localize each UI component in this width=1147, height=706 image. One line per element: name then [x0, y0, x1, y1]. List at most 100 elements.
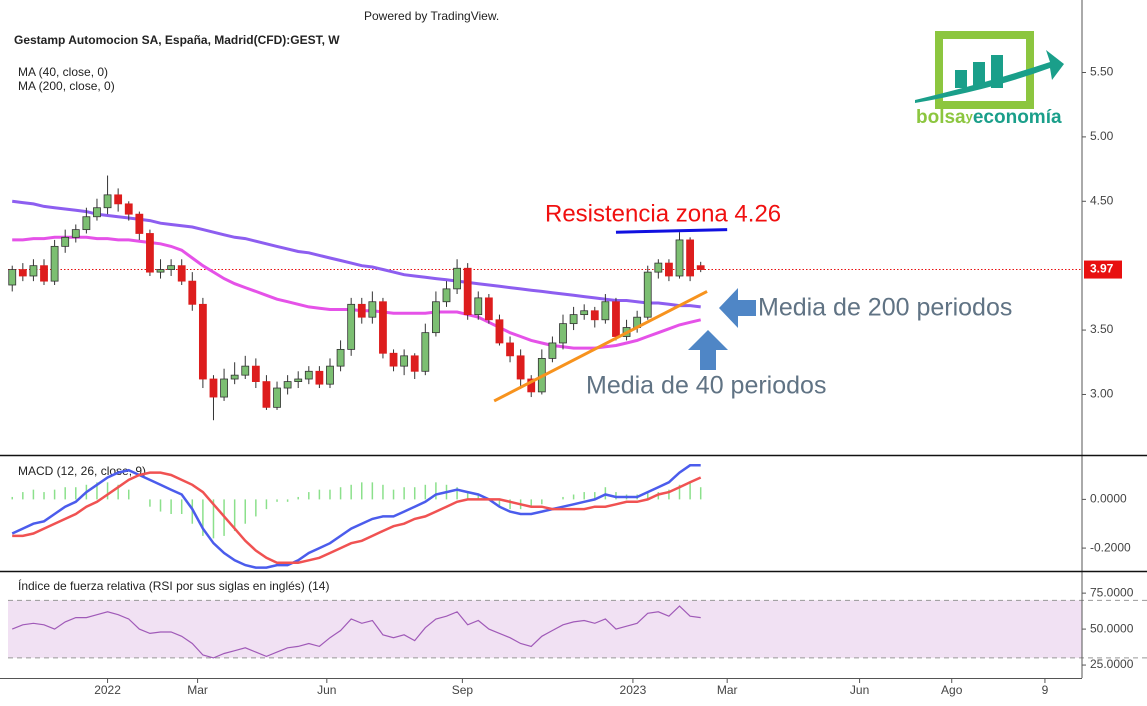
candle-body [18, 269, 27, 277]
y-tick-label: 5.00 [1090, 129, 1114, 143]
legend-entry: MA (40, close, 0) [18, 65, 108, 79]
last-price-label: 3.97 [1090, 262, 1114, 276]
series-line [12, 471, 702, 564]
candle-body [410, 355, 419, 372]
candle-body [696, 265, 705, 270]
candle-body [675, 239, 684, 277]
powered-by: Powered by TradingView. [364, 9, 499, 23]
x-tick-label: Jun [317, 683, 336, 697]
candle-body [220, 378, 228, 398]
y-tick-label: 3.00 [1090, 387, 1114, 401]
logo-arrow [915, 50, 1064, 103]
candle-body [188, 280, 197, 305]
panel-title: Índice de fuerza relativa (RSI por sus s… [18, 578, 329, 593]
logo-text: bolsayeconomía [916, 107, 1062, 128]
candle-body [135, 213, 144, 234]
arrow [719, 288, 756, 328]
candle-body [336, 348, 345, 367]
candle-body [389, 352, 398, 367]
y-tick-label: 4.50 [1090, 193, 1114, 207]
logo-word: economía [973, 107, 1062, 128]
logo-word: y [966, 109, 974, 124]
series-line [11, 464, 701, 569]
x-tick-label: Jun [850, 683, 869, 697]
candle-body [654, 262, 663, 273]
series-line [12, 199, 701, 309]
candle-body [590, 310, 599, 321]
candle-body [315, 370, 324, 385]
candle-body [273, 387, 281, 408]
logo-bar [973, 62, 985, 88]
annotation: Media de 200 periodos [758, 294, 1012, 322]
candle-body [61, 236, 70, 247]
y-tick-label: 75.0000 [1090, 585, 1134, 599]
candle-body [40, 265, 48, 282]
candle-body [114, 194, 123, 205]
y-tick-label: 5.50 [1090, 65, 1114, 79]
logo-word: bolsa [916, 107, 966, 128]
candle-body [304, 370, 313, 380]
candle-body [230, 374, 239, 380]
candle-body [326, 365, 334, 385]
candle-body [156, 269, 165, 273]
x-tick-label: Mar [187, 683, 208, 697]
candle-body [177, 265, 186, 282]
series-line [12, 235, 702, 350]
candle-body [198, 303, 207, 380]
y-tick-label: 50.0000 [1090, 621, 1134, 635]
candle-body [146, 233, 154, 273]
candle-body [601, 301, 610, 321]
resistance-line [615, 228, 728, 234]
candle-body [294, 378, 303, 382]
logo: bolsayeconomía [915, 31, 1064, 128]
candle-body [347, 303, 356, 350]
y-tick-label: 3.50 [1090, 322, 1114, 336]
candle-body [167, 265, 176, 270]
candle-body [357, 303, 366, 318]
candle-body [8, 269, 17, 286]
band [8, 600, 1082, 658]
candle-body [251, 365, 260, 382]
candle-body [29, 265, 38, 277]
arrow [688, 330, 728, 370]
candle-body [484, 297, 493, 321]
x-tick-label: 9 [1042, 683, 1049, 697]
y-tick-label: -0.2000 [1090, 540, 1131, 554]
candle-body [379, 301, 387, 354]
candle-body [612, 301, 620, 337]
x-tick-label: Sep [452, 683, 474, 697]
candle-body [463, 267, 472, 316]
last-price-box [1084, 260, 1122, 279]
candle-body [474, 297, 483, 316]
trend-line [493, 290, 708, 403]
y-tick-label: 0.0000 [1090, 492, 1127, 506]
candle-body [209, 378, 218, 398]
series-line [11, 605, 701, 659]
candle-body [421, 332, 430, 372]
candle-body [665, 262, 673, 277]
candle-body [368, 301, 377, 318]
candle-body [432, 301, 440, 334]
candle-body [453, 267, 461, 290]
candle-body [124, 203, 133, 215]
annotation: Media de 40 periodos [586, 372, 826, 400]
candle-body [50, 245, 59, 282]
candle-body [506, 342, 514, 357]
candle-body [580, 310, 589, 316]
candle-body [569, 314, 578, 325]
candle-body [262, 381, 271, 408]
x-tick-label: Ago [941, 683, 963, 697]
candle-body [442, 288, 451, 303]
candle-body [82, 216, 91, 231]
annotation: Resistencia zona 4.26 [545, 200, 781, 227]
candle-body [516, 355, 525, 380]
x-tick-label: Mar [717, 683, 738, 697]
candle-body [548, 342, 557, 359]
logo-bar [955, 70, 967, 88]
x-tick-label: 2022 [94, 683, 121, 697]
candle-body [283, 381, 292, 389]
candle-body [559, 323, 567, 344]
candle-body [686, 239, 695, 277]
